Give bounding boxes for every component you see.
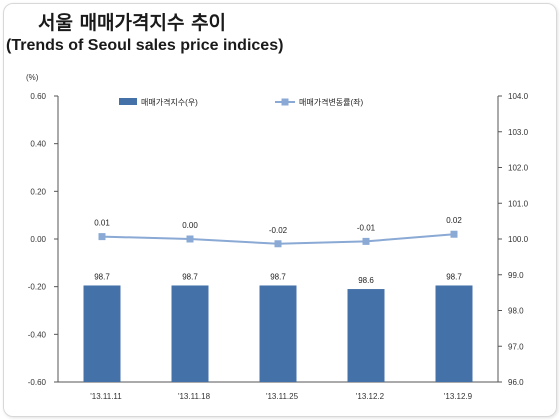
y-axis-unit-label: (%) — [26, 73, 39, 82]
line-point — [98, 233, 106, 241]
chart-title: 서울 매매가격지수 추이 — [38, 12, 227, 34]
y-left-tick-label: 0.00 — [30, 235, 46, 244]
x-tick-label: '13.12.9 — [444, 392, 473, 401]
bar — [83, 285, 121, 382]
y-left-tick-label: -0.40 — [28, 330, 47, 339]
line-point — [362, 237, 370, 245]
bar-value-label: 98.7 — [446, 272, 462, 281]
bar — [171, 285, 209, 382]
line-point — [186, 235, 194, 243]
y-right-tick-label: 99.0 — [508, 271, 524, 280]
y-right-tick-label: 100.0 — [508, 235, 529, 244]
bar — [347, 289, 385, 382]
line-value-label: 0.02 — [446, 216, 462, 225]
y-left-tick-label: -0.60 — [28, 378, 47, 387]
y-right-tick-label: 102.0 — [508, 164, 529, 173]
y-right-tick-label: 104.0 — [508, 92, 529, 101]
bar — [435, 285, 473, 382]
bar-value-label: 98.7 — [94, 272, 110, 281]
chart-subtitle: (Trends of Seoul sales price indices) — [6, 37, 284, 54]
line-point — [274, 240, 282, 248]
line-value-label: 0.01 — [94, 219, 110, 228]
y-right-tick-label: 103.0 — [508, 128, 529, 137]
legend-label-line: 매매가격변동률(좌) — [299, 97, 364, 107]
line-value-label: 0.00 — [182, 221, 198, 230]
y-left-tick-label: -0.20 — [28, 283, 47, 292]
y-right-tick-label: 98.0 — [508, 307, 524, 316]
line-point — [450, 230, 458, 238]
y-left-tick-label: 0.20 — [30, 187, 46, 196]
bar-value-label: 98.7 — [270, 272, 286, 281]
y-left-tick-label: 0.40 — [30, 140, 46, 149]
bar-value-label: 98.6 — [358, 276, 374, 285]
bar-value-label: 98.7 — [182, 272, 198, 281]
y-right-tick-label: 101.0 — [508, 199, 529, 208]
slide-frame — [3, 3, 557, 417]
legend-swatch-bar — [119, 98, 137, 105]
line-value-label: -0.01 — [357, 223, 376, 232]
bar — [259, 285, 297, 382]
x-tick-label: '13.12.2 — [356, 392, 385, 401]
x-tick-label: '13.11.18 — [178, 392, 211, 401]
y-left-tick-label: 0.60 — [30, 92, 46, 101]
x-tick-label: '13.11.25 — [266, 392, 299, 401]
line-value-label: -0.02 — [269, 226, 288, 235]
legend-label-bar: 매매가격지수(우) — [141, 97, 198, 107]
y-right-tick-label: 96.0 — [508, 378, 524, 387]
legend-swatch-marker — [281, 98, 289, 106]
y-right-tick-label: 97.0 — [508, 342, 524, 351]
x-tick-label: '13.11.11 — [90, 392, 122, 401]
